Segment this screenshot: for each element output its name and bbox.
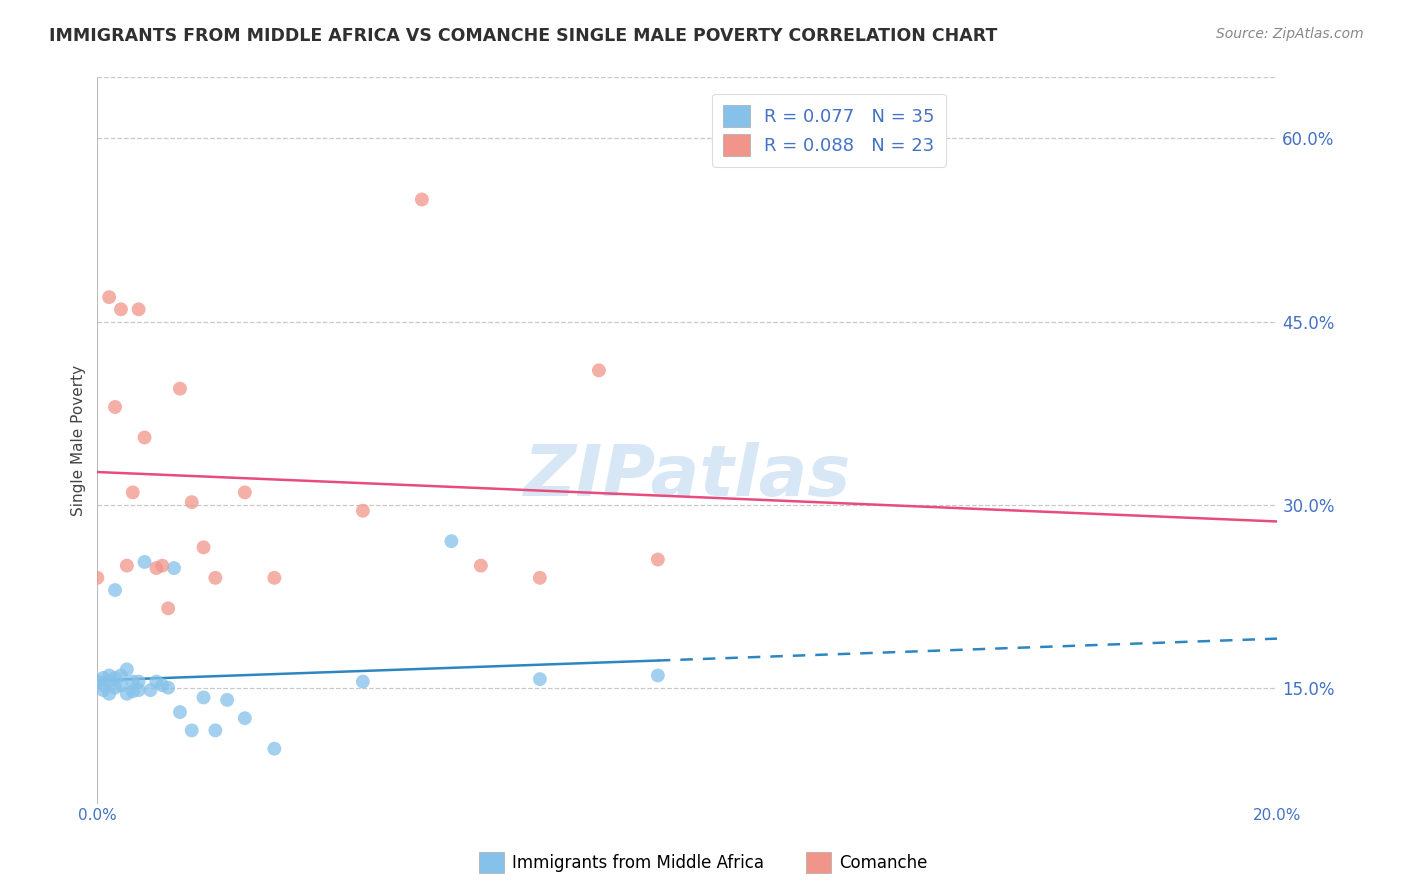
Point [145,674,167,689]
Point [263,571,285,585]
Point [193,541,215,555]
Point [98,290,121,304]
Point [115,687,138,701]
Point [204,723,226,738]
Point [169,705,191,719]
Point [163,561,186,575]
Point [204,571,226,585]
Point [104,400,127,414]
Legend: R = 0.077   N = 35, R = 0.088   N = 23: R = 0.077 N = 35, R = 0.088 N = 23 [711,94,946,167]
Text: IMMIGRANTS FROM MIDDLE AFRICA VS COMANCHE SINGLE MALE POVERTY CORRELATION CHART: IMMIGRANTS FROM MIDDLE AFRICA VS COMANCH… [49,27,998,45]
Point [128,683,150,698]
Point [104,681,127,695]
Point [352,674,374,689]
Point [157,681,180,695]
Point [440,534,463,549]
Point [193,690,215,705]
Point [150,558,173,573]
Point [180,723,202,738]
Point [104,671,127,685]
Point [529,571,551,585]
Point [470,558,492,573]
Point [647,552,669,566]
Point [110,302,132,317]
Point [98,674,121,689]
Point [233,485,256,500]
Point [86,571,108,585]
Point [121,674,143,689]
Text: ZIPatlas: ZIPatlas [523,442,851,511]
Point [91,683,114,698]
Point [128,674,150,689]
Point [180,495,202,509]
Point [263,741,285,756]
Point [352,504,374,518]
Point [128,302,150,317]
Y-axis label: Single Male Poverty: Single Male Poverty [72,365,86,516]
Point [104,582,127,597]
Point [115,662,138,676]
Point [411,193,433,207]
Text: Source: ZipAtlas.com: Source: ZipAtlas.com [1216,27,1364,41]
Point [157,601,180,615]
Point [115,558,138,573]
Point [139,683,162,698]
Point [169,382,191,396]
Point [134,555,156,569]
Point [647,668,669,682]
Point [145,561,167,575]
Point [134,430,156,444]
Point [98,668,121,682]
Point [98,687,121,701]
Point [217,693,239,707]
Point [529,672,551,686]
Point [150,678,173,692]
Point [588,363,610,377]
Legend: Immigrants from Middle Africa, Comanche: Immigrants from Middle Africa, Comanche [472,846,934,880]
Point [110,678,132,692]
Point [91,671,114,685]
Point [233,711,256,725]
Point [121,485,143,500]
Point [91,678,114,692]
Point [121,684,143,698]
Point [86,674,108,689]
Point [110,668,132,682]
